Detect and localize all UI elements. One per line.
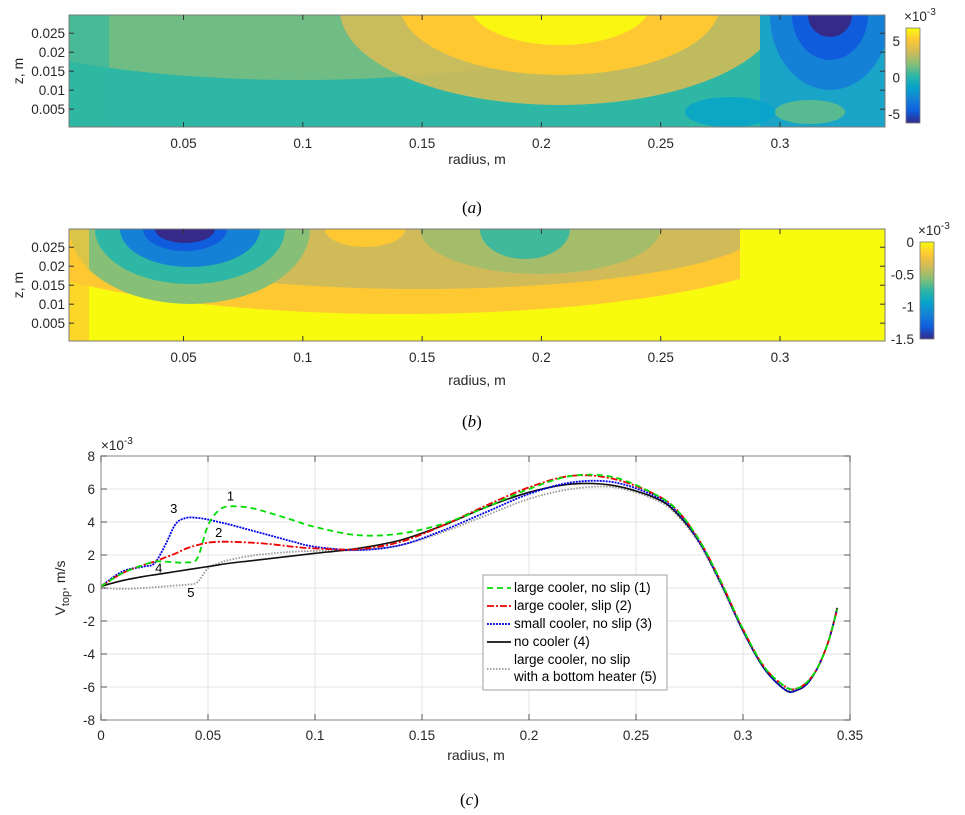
y-tick-label: -2 <box>83 614 95 629</box>
colorbar-tick-label: 5 <box>892 34 900 49</box>
y-axis-label-c: Vtop, m/s <box>52 561 72 616</box>
series-line-2 <box>101 474 839 691</box>
x-tick-label: 0 <box>97 728 105 743</box>
x-axis-label-b: radius, m <box>448 372 506 388</box>
legend-item-3: small cooler, no slip (3) <box>487 616 652 631</box>
legend-label: no cooler (4) <box>514 634 590 649</box>
y-tick-label: 4 <box>87 515 95 530</box>
colorbar-tick-label: -5 <box>888 107 900 122</box>
y-tick-label: -4 <box>83 647 95 662</box>
y-tick-label: 0 <box>87 581 95 596</box>
x-axis-label-c: radius, m <box>447 747 505 763</box>
x-tick-label: 0.3 <box>771 136 790 151</box>
y-tick-label: 0.015 <box>31 278 65 293</box>
x-tick-label: 0.2 <box>520 728 539 743</box>
colorbar-tick-label: 0 <box>892 71 900 86</box>
heatmap-a-field <box>792 15 868 60</box>
x-tick-label: 0.1 <box>306 728 325 743</box>
y-tick-label: 0.015 <box>31 64 65 79</box>
legend-label: large cooler, no slip <box>514 652 630 667</box>
heatmap-a-max <box>472 15 648 45</box>
y-tick-label: 0.02 <box>39 45 65 60</box>
legend-item-5: large cooler, no slip with a bottom heate… <box>487 652 657 684</box>
legend-box <box>482 574 668 691</box>
y-tick-label: 0.005 <box>31 102 65 117</box>
panel-a: 0.05 0.1 0.15 0.2 0.25 0.3 0.025 0.02 0.015 0.01 0… <box>10 7 936 217</box>
colorbar-tick-label: -0.5 <box>891 267 914 282</box>
caption-a: (a) <box>462 198 482 217</box>
heatmap-a-local-min <box>685 97 775 127</box>
y-tick-label: 0.025 <box>31 26 65 41</box>
legend-label: with a bottom heater (5) <box>513 669 657 684</box>
x-tick-label: 0.25 <box>623 728 649 743</box>
x-tick-label: 0.2 <box>532 136 551 151</box>
y-axis-label-b: z, m <box>10 272 26 298</box>
y-tick-label: 8 <box>87 449 95 464</box>
x-tick-label: 0.3 <box>771 350 790 365</box>
y-axis-label-a: z, m <box>10 58 26 84</box>
panel-c: 0 0.05 0.1 0.15 0.2 0.25 0.3 0.3586420-2-4-6-8 … <box>52 436 863 809</box>
x-tick-label: 0.05 <box>170 136 196 151</box>
heatmap-a-field <box>69 15 109 127</box>
x-tick-label: 0.2 <box>532 350 551 365</box>
y-tick-label: -8 <box>83 713 95 728</box>
curve-label-1: 1 <box>227 489 234 504</box>
colorbar-tick-label: -1.5 <box>891 332 914 347</box>
curve-label-5: 5 <box>187 585 194 600</box>
colorbar-b <box>919 241 935 340</box>
series-line-1 <box>101 473 839 691</box>
y-tick-label: 2 <box>87 548 95 563</box>
x-tick-label: 0.25 <box>648 350 674 365</box>
heatmap-b-local-min <box>480 229 570 259</box>
x-tick-label: 0.05 <box>170 350 196 365</box>
x-axis-label-a: radius, m <box>448 151 506 167</box>
y-tick-label: 0.01 <box>39 83 65 98</box>
x-tick-label: 0.3 <box>734 728 753 743</box>
x-tick-label: 0.15 <box>409 350 435 365</box>
colorbar-tick-label: -1 <box>902 300 914 315</box>
colorbar-b-multiplier: ×10-3 <box>918 221 950 238</box>
legend-label: large cooler, slip (2) <box>514 598 632 613</box>
heatmap-b-local-max <box>325 229 405 247</box>
heatmap-a <box>69 15 885 127</box>
legend-item-4: no cooler (4) <box>487 634 590 649</box>
x-tick-label: 0.1 <box>293 350 312 365</box>
panel-b: 0.05 0.1 0.15 0.2 0.25 0.3 0.025 0.02 0.015 0.01 0… <box>10 221 950 431</box>
caption-c: (c) <box>460 790 479 809</box>
y-tick-label: -6 <box>83 680 95 695</box>
legend-item-2: large cooler, slip (2) <box>487 598 632 613</box>
y-tick-label: 0.02 <box>39 259 65 274</box>
x-tick-label: 0.15 <box>409 728 435 743</box>
colorbar-tick-label: 0 <box>906 235 914 250</box>
y-multiplier-c: ×10-3 <box>101 436 133 453</box>
x-tick-label: 0.1 <box>293 136 312 151</box>
x-tick-label: 0.35 <box>837 728 863 743</box>
heatmap-a-local-max <box>775 100 845 124</box>
heatmap-b-field <box>69 229 89 341</box>
heatmap-b <box>69 229 885 341</box>
caption-b: (b) <box>462 412 482 431</box>
x-tick-label: 0.05 <box>195 728 221 743</box>
colorbar-a-multiplier: ×10-3 <box>904 7 936 24</box>
legend-label: large cooler, no slip (1) <box>514 580 651 595</box>
y-tick-label: 6 <box>87 482 95 497</box>
legend-item-1: large cooler, no slip (1) <box>487 580 651 595</box>
curve-label-2: 2 <box>215 525 222 540</box>
x-tick-label: 0.15 <box>409 136 435 151</box>
legend: large cooler, no slip (1) large cooler, s… <box>482 574 668 691</box>
series-line-3 <box>101 479 839 694</box>
y-tick-label: 0.025 <box>31 240 65 255</box>
y-tick-label: 0.005 <box>31 316 65 331</box>
legend-label: small cooler, no slip (3) <box>514 616 652 631</box>
y-tick-label: 0.01 <box>39 297 65 312</box>
curve-label-4: 4 <box>155 560 162 575</box>
curve-label-3: 3 <box>170 501 177 516</box>
heatmap-b-min <box>155 229 215 243</box>
heatmap-b-field <box>69 315 727 341</box>
x-tick-label: 0.25 <box>648 136 674 151</box>
heatmap-a-min <box>808 15 852 37</box>
colorbar-a <box>905 27 921 124</box>
heatmap-b-field <box>740 229 885 341</box>
